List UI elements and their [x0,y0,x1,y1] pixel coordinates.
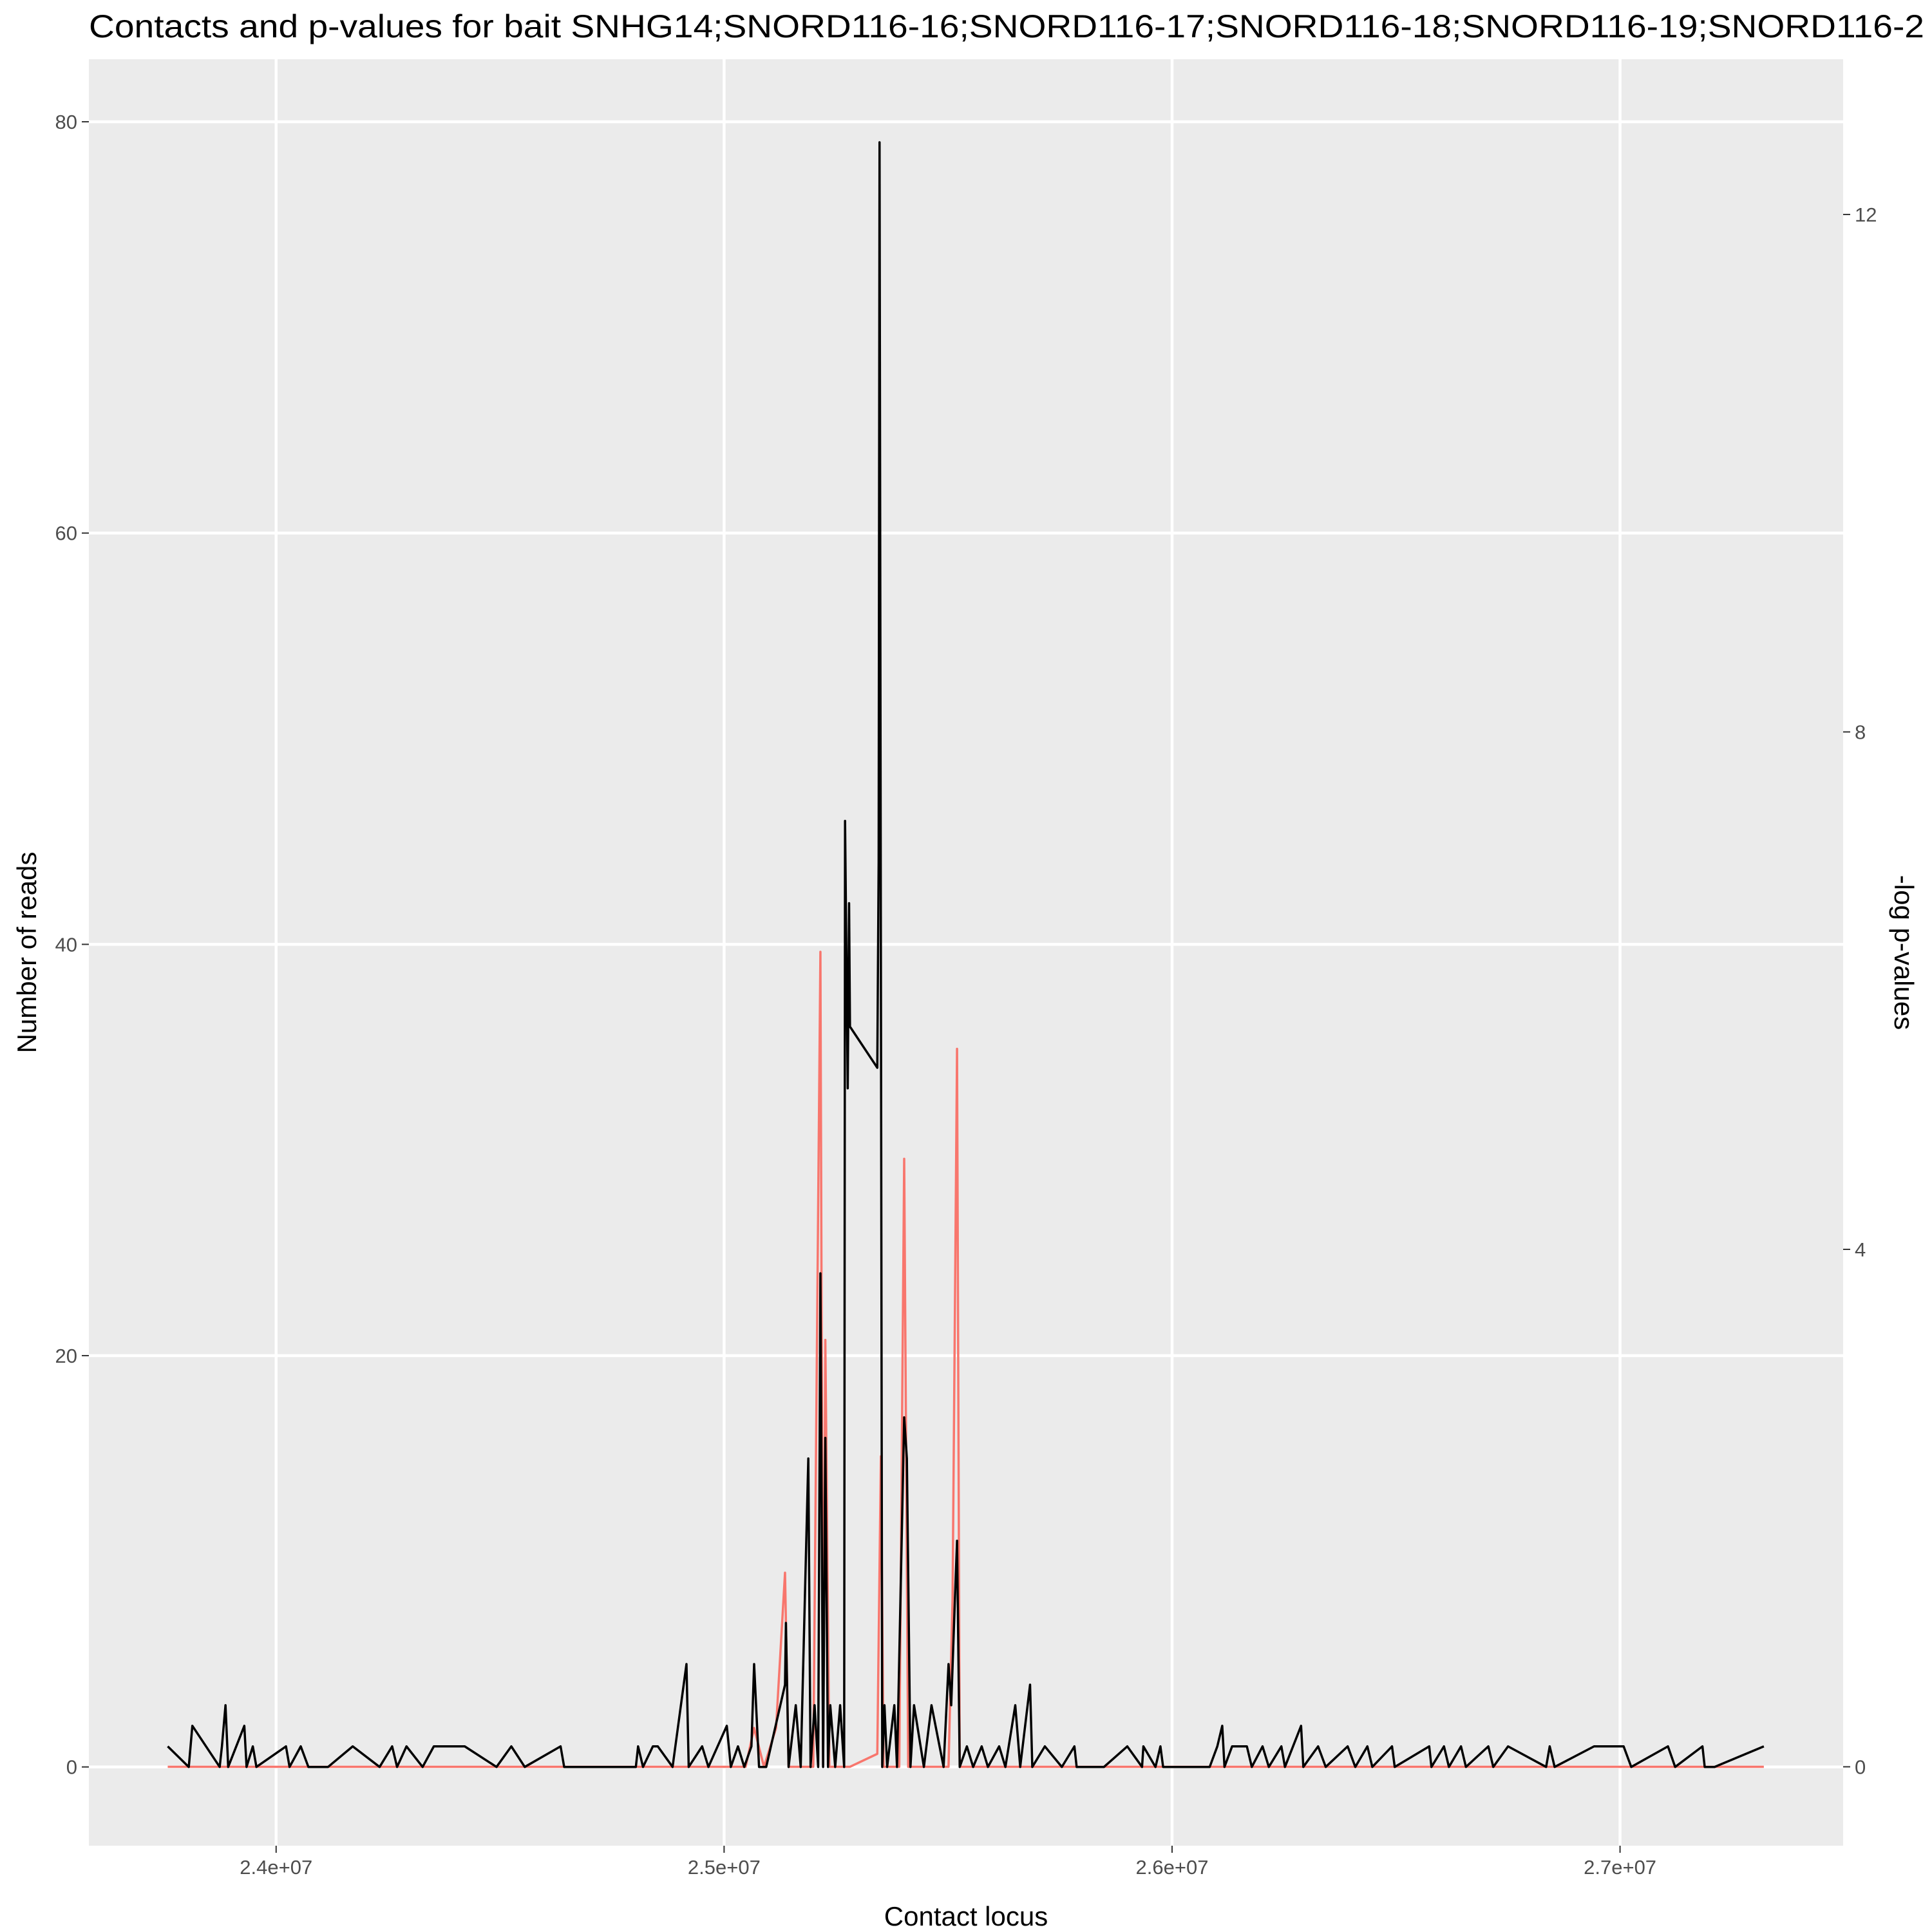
y-tick-label: 20 [55,1345,77,1367]
x-axis-label: Contact locus [884,1901,1048,1931]
x-tick-label: 2.5e+07 [688,1856,761,1879]
y2-tick-label: 8 [1855,721,1866,744]
y2-axis-label: -log p-values [1889,875,1919,1030]
x-tick-label: 2.6e+07 [1136,1856,1209,1879]
y-tick-label: 0 [66,1756,77,1779]
chart-title: Contacts and p-values for bait SNHG14;SN… [89,8,1924,44]
y2-tick-label: 4 [1855,1238,1866,1261]
x-tick-label: 2.4e+07 [240,1856,312,1879]
y-tick-label: 40 [55,933,77,956]
y2-tick-label: 0 [1855,1756,1866,1778]
series-line [167,141,1765,1768]
plot-background [89,59,1843,1846]
y-axis-label: Number of reads [12,852,42,1054]
y2-tick-label: 12 [1855,204,1877,226]
y-tick-label: 60 [55,522,77,545]
x-tick-label: 2.7e+07 [1584,1856,1656,1879]
y-tick-label: 80 [55,111,77,133]
